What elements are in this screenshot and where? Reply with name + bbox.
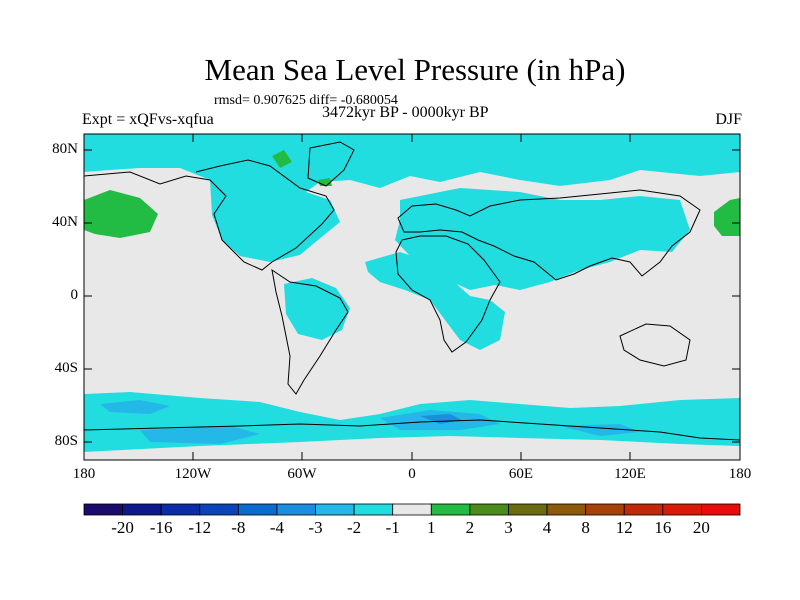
colorbar-swatch xyxy=(160,503,201,516)
experiment-label: Expt = xQFvs-xqfua xyxy=(82,111,214,128)
y-label-80n: 80N xyxy=(52,141,78,157)
southern-strong-patch xyxy=(100,400,170,414)
colorbar-swatch xyxy=(469,503,509,516)
colorbar-label: 4 xyxy=(542,518,552,537)
eurasia-negative-region xyxy=(395,188,690,290)
x-label-0: 0 xyxy=(408,466,416,482)
x-label-180e: 180 xyxy=(728,466,752,482)
colorbar-swatch xyxy=(237,503,278,516)
colorbar-swatch xyxy=(83,503,123,516)
colorbar-swatch xyxy=(199,503,239,516)
colorbar-swatch xyxy=(122,503,162,516)
colorbar-swatch xyxy=(585,503,625,516)
north-america-negative-region xyxy=(210,180,340,262)
colorbar-label: -12 xyxy=(188,518,212,537)
colorbar-label: 20 xyxy=(692,518,710,537)
colorbar-label: 12 xyxy=(615,518,633,537)
colorbar-swatch xyxy=(430,503,471,516)
colorbar-label: -20 xyxy=(111,518,134,537)
y-ticks xyxy=(84,149,740,443)
y-label-0: 0 xyxy=(70,287,79,303)
x-label-180w: 180 xyxy=(72,466,96,482)
colorbar-label: 1 xyxy=(427,518,436,537)
colorbar-swatch xyxy=(701,503,741,516)
colorbar-label: -16 xyxy=(149,518,173,537)
season-label: DJF xyxy=(715,111,742,128)
colorbar-swatch xyxy=(546,503,587,516)
stats-text: rmsd= 0.907625 diff= -0.680054 xyxy=(214,93,398,108)
colorbar xyxy=(83,503,741,516)
colorbar-swatch xyxy=(662,503,702,516)
colorbar-label: -1 xyxy=(385,518,400,537)
x-label-60e: 60E xyxy=(508,466,534,482)
southern-strong-patch xyxy=(140,426,260,444)
coastlines xyxy=(84,141,740,441)
colorbar-label: 3 xyxy=(504,518,513,537)
north-pacific-positive-region xyxy=(84,190,158,238)
colorbar-label: -3 xyxy=(308,518,323,537)
y-label-40s: 40S xyxy=(54,360,78,376)
southern-core-patch xyxy=(420,414,462,424)
colorbar-swatch xyxy=(623,503,664,516)
colorbar-swatch xyxy=(315,503,355,516)
map-field xyxy=(84,134,740,460)
colorbar-label: 16 xyxy=(654,518,672,537)
north-pacific-positive-region-east xyxy=(714,198,740,236)
south-america-negative-region xyxy=(284,278,350,340)
colorbar-swatch xyxy=(392,503,432,516)
x-ticks xyxy=(83,134,741,460)
colorbar-label: -2 xyxy=(347,518,362,537)
x-label-120w: 120W xyxy=(174,466,212,482)
antarctic-neutral-region xyxy=(84,436,740,460)
colorbar-swatch xyxy=(276,503,316,516)
colorbar-swatch xyxy=(508,503,548,516)
y-label-40n: 40N xyxy=(52,214,78,230)
chart-title: Mean Sea Level Pressure (in hPa) xyxy=(204,52,626,87)
colorbar-label: -4 xyxy=(269,518,285,537)
colorbar-label: -8 xyxy=(231,518,246,537)
x-label-60w: 60W xyxy=(287,466,317,482)
x-label-120e: 120E xyxy=(614,466,646,482)
arctic-positive-patch xyxy=(272,150,292,168)
y-label-80s: 80S xyxy=(54,433,78,449)
colorbar-swatch xyxy=(353,503,394,516)
colorbar-label: 8 xyxy=(581,518,590,537)
colorbar-label: 2 xyxy=(465,518,475,537)
period-label: 3472kyr BP - 0000kyr BP xyxy=(322,104,489,121)
